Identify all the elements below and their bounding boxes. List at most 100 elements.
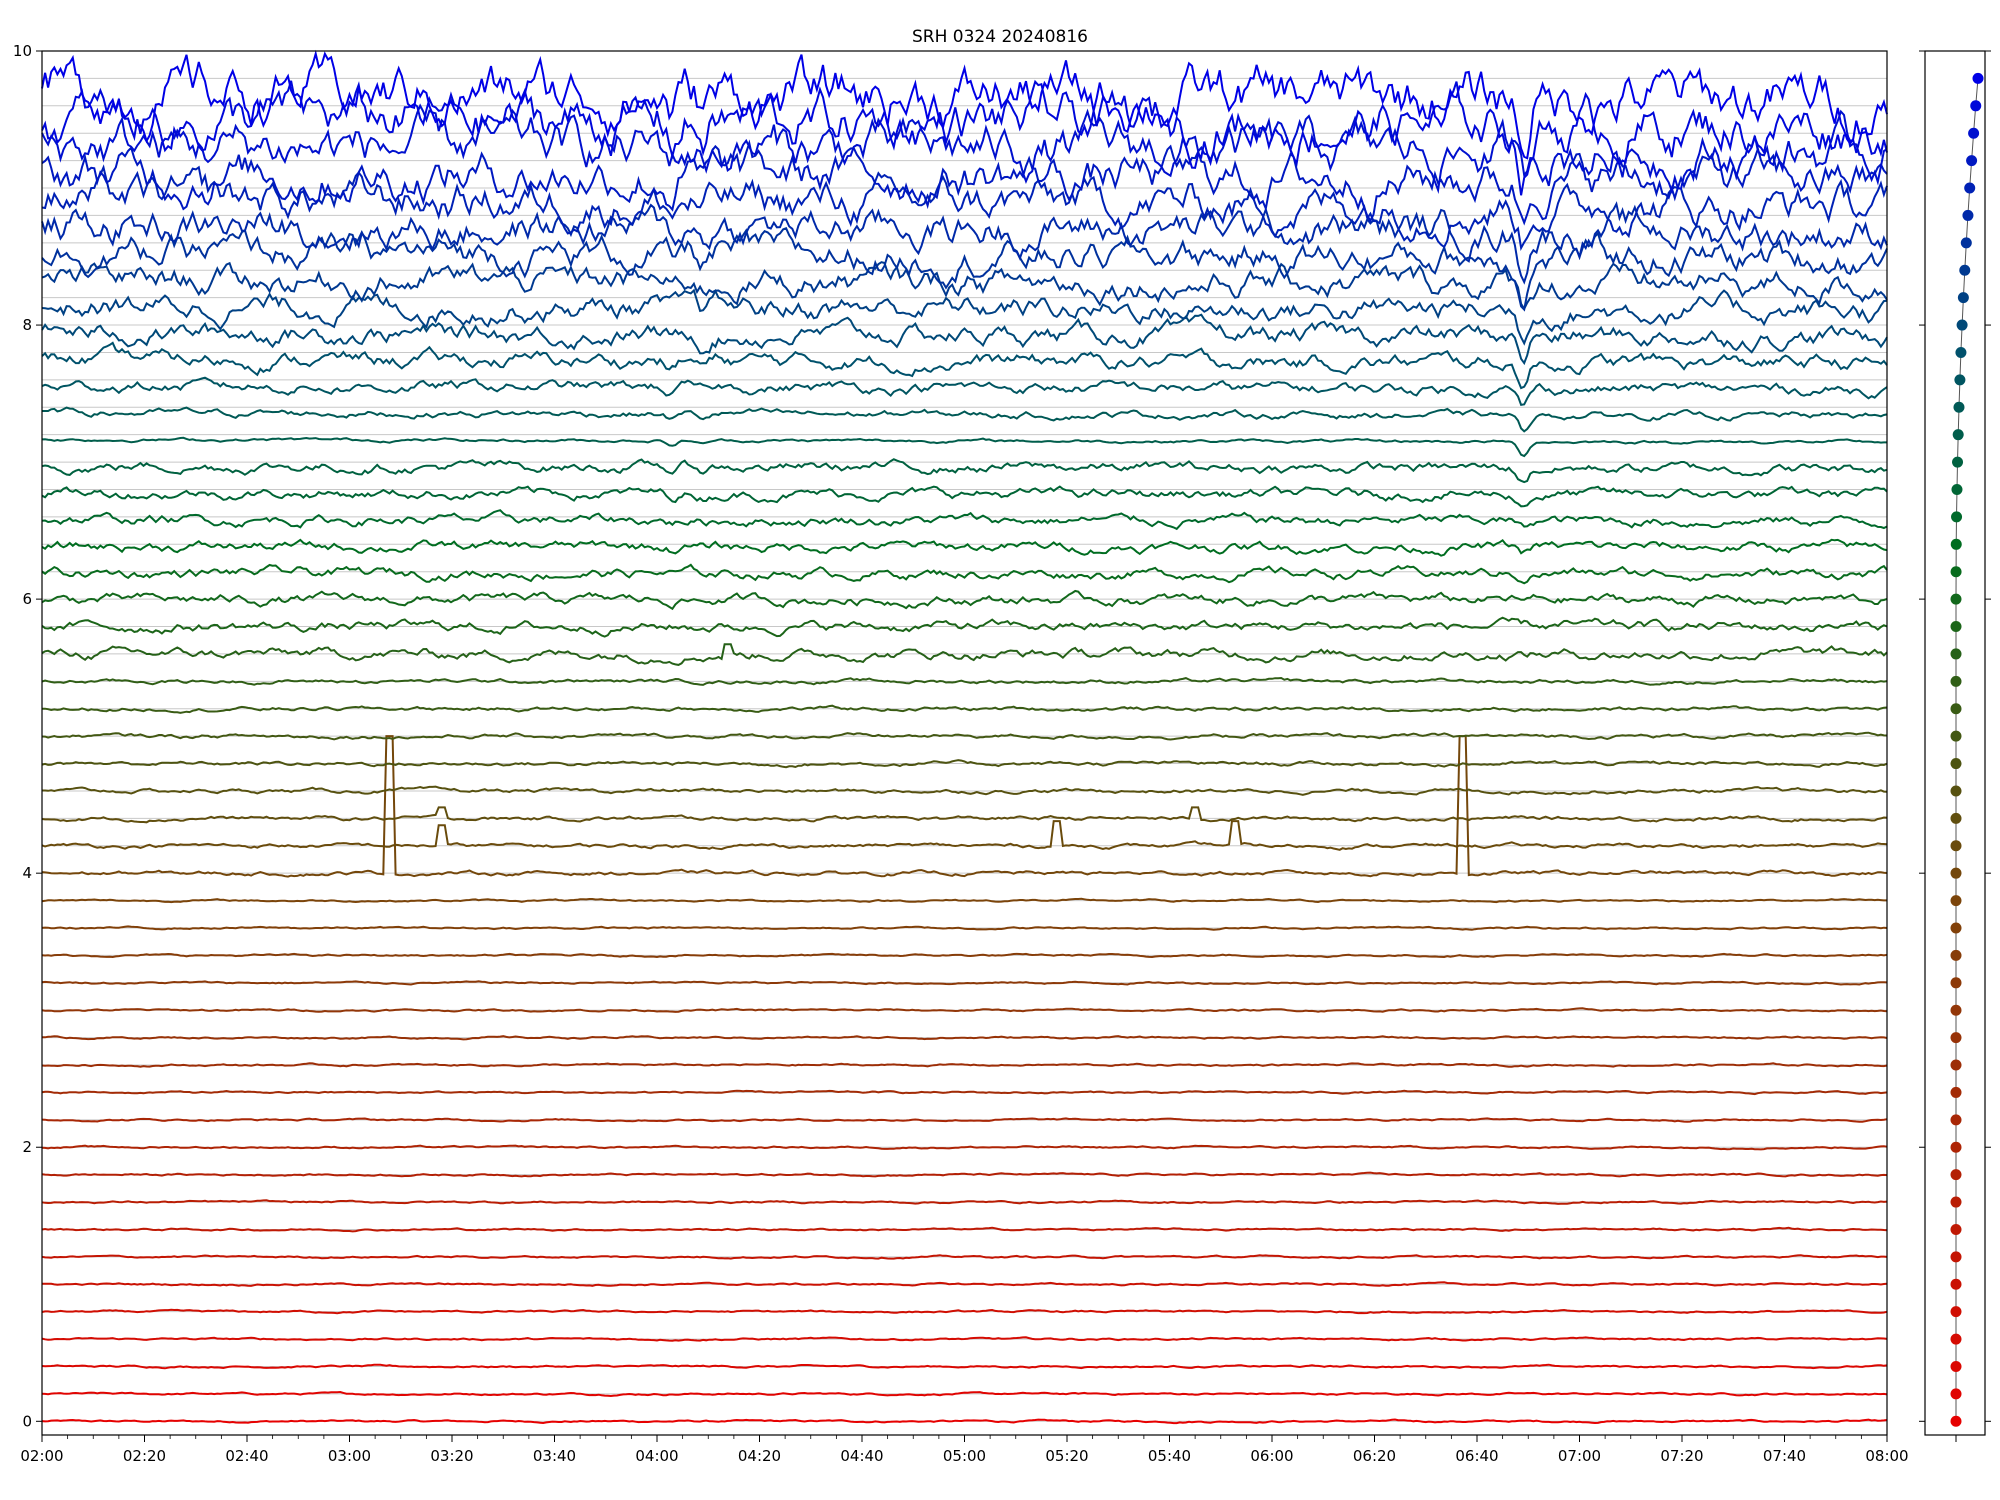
chart-title: SRH 0324 20240816 [912, 27, 1088, 47]
trace-line [41, 538, 1888, 557]
trace-line [41, 806, 1888, 824]
y-tick-label: 2 [22, 1138, 32, 1156]
trace-line [41, 1007, 1888, 1013]
x-tick-label: 05:20 [1045, 1447, 1088, 1465]
side-point [1950, 1388, 1962, 1400]
side-point [1950, 977, 1962, 989]
side-panel-points [1950, 72, 1984, 1427]
trace-line [41, 49, 1888, 160]
trace-line [41, 1363, 1888, 1370]
side-point [1950, 1223, 1962, 1235]
x-tick-label: 04:20 [738, 1447, 781, 1465]
side-point [1950, 1251, 1962, 1263]
side-point [1966, 155, 1978, 167]
trace-line [41, 952, 1888, 959]
trace-baseline-grid [42, 77, 1887, 1422]
y-tick-label: 10 [13, 42, 32, 60]
side-point [1950, 538, 1962, 550]
side-point [1950, 1141, 1962, 1153]
trace-line [41, 589, 1888, 611]
trace-line [41, 820, 1888, 851]
side-point [1950, 566, 1962, 578]
side-point [1950, 1086, 1962, 1098]
trace-line [41, 925, 1888, 931]
trace-line [41, 1062, 1888, 1068]
x-axis-ticks: 02:00 02:20 02:40 03:00 03:20 03:40 04:00 04:20… [20, 1435, 1909, 1465]
side-point [1964, 182, 1976, 194]
trace-line [42, 406, 1888, 433]
side-point [1950, 949, 1962, 961]
side-point [1955, 346, 1967, 358]
trace-line [41, 731, 1888, 741]
y-axis-ticks: 0 2 4 6 8 10 [13, 42, 42, 1430]
side-point [1950, 840, 1962, 852]
x-tick-label: 07:00 [1558, 1447, 1601, 1465]
side-point [1953, 401, 1965, 413]
side-point [1952, 456, 1964, 468]
trace-line [41, 1336, 1888, 1342]
trace-line [41, 563, 1888, 585]
side-point [1957, 292, 1969, 304]
side-point [1962, 209, 1974, 221]
side-point [1951, 483, 1963, 495]
trace-line [41, 1390, 1888, 1398]
side-point [1950, 1114, 1962, 1126]
side-point [1959, 264, 1971, 276]
trace-line [41, 509, 1888, 531]
x-tick-label: 06:00 [1250, 1447, 1293, 1465]
trace-line [41, 485, 1888, 508]
side-point [1950, 1415, 1962, 1427]
trace-line [41, 341, 1888, 390]
trace-line [42, 704, 1888, 714]
trace-line [41, 1144, 1888, 1151]
side-point [1950, 1278, 1962, 1290]
trace-line [41, 735, 1888, 878]
trace-line [41, 643, 1888, 666]
side-point [1950, 1004, 1962, 1016]
side-panel [1919, 50, 1991, 1442]
x-tick-label: 06:20 [1353, 1447, 1396, 1465]
side-point [1950, 1032, 1962, 1044]
trace-line [41, 759, 1888, 769]
side-point [1950, 1360, 1962, 1372]
y-tick-label: 8 [22, 316, 32, 334]
side-point [1950, 1059, 1962, 1071]
trace-line [41, 103, 1888, 195]
y-tick-label: 6 [22, 590, 32, 608]
side-point [1950, 895, 1962, 907]
trace-line [41, 1089, 1888, 1096]
side-point [1950, 867, 1962, 879]
trace-line [41, 1281, 1888, 1287]
trace-line [41, 980, 1888, 986]
side-point [1950, 730, 1962, 742]
trace-line [41, 458, 1888, 484]
side-point [1950, 621, 1962, 633]
trace-line [41, 261, 1888, 311]
trace-line [41, 376, 1888, 407]
trace-line [42, 785, 1888, 796]
x-tick-label: 07:20 [1660, 1447, 1703, 1465]
trace-line [41, 313, 1888, 366]
side-connector-line [1955, 78, 1979, 1422]
side-point [1956, 319, 1968, 331]
x-tick-label: 06:40 [1455, 1447, 1498, 1465]
x-tick-label: 05:00 [943, 1447, 986, 1465]
side-point [1950, 1169, 1962, 1181]
side-point [1951, 511, 1963, 523]
trace-line [41, 139, 1888, 226]
side-point [1950, 593, 1962, 605]
trace-line [41, 436, 1887, 458]
side-point [1950, 1306, 1962, 1318]
trace-line [42, 1035, 1888, 1041]
main-plot-area: 02:00 02:20 02:40 03:00 03:20 03:40 04:00 04:20… [13, 42, 1909, 1465]
trace-line [41, 1226, 1888, 1233]
trace-line [41, 1199, 1888, 1205]
trace-line [41, 616, 1888, 638]
y-tick-label: 4 [22, 864, 32, 882]
x-tick-label: 05:40 [1148, 1447, 1191, 1465]
side-panel-frame [1924, 50, 1986, 1436]
trace-line [41, 1254, 1888, 1260]
trace-lines [41, 49, 1888, 1425]
side-point [1950, 675, 1962, 687]
side-point [1960, 237, 1972, 249]
